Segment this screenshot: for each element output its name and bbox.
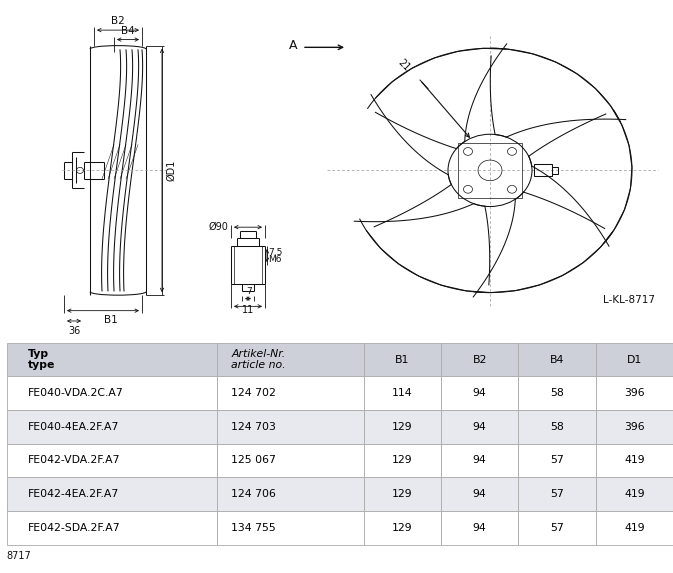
Bar bbox=[552, 167, 558, 174]
Bar bbox=[458, 143, 522, 198]
Text: 8717: 8717 bbox=[7, 551, 32, 561]
Text: Ø90: Ø90 bbox=[208, 222, 228, 232]
Text: ØD1: ØD1 bbox=[166, 160, 176, 181]
Text: A: A bbox=[289, 39, 297, 52]
Text: 7: 7 bbox=[246, 288, 252, 296]
Text: 36: 36 bbox=[68, 326, 80, 336]
Text: B4: B4 bbox=[121, 26, 135, 36]
Bar bbox=[534, 164, 552, 176]
Text: 11: 11 bbox=[242, 305, 254, 315]
Text: 21: 21 bbox=[396, 57, 412, 73]
Text: B1: B1 bbox=[104, 315, 118, 325]
Text: B2: B2 bbox=[111, 16, 125, 26]
Text: 7.5: 7.5 bbox=[268, 248, 283, 257]
Text: L-KL-8717: L-KL-8717 bbox=[603, 296, 655, 305]
Text: M6: M6 bbox=[268, 254, 281, 264]
